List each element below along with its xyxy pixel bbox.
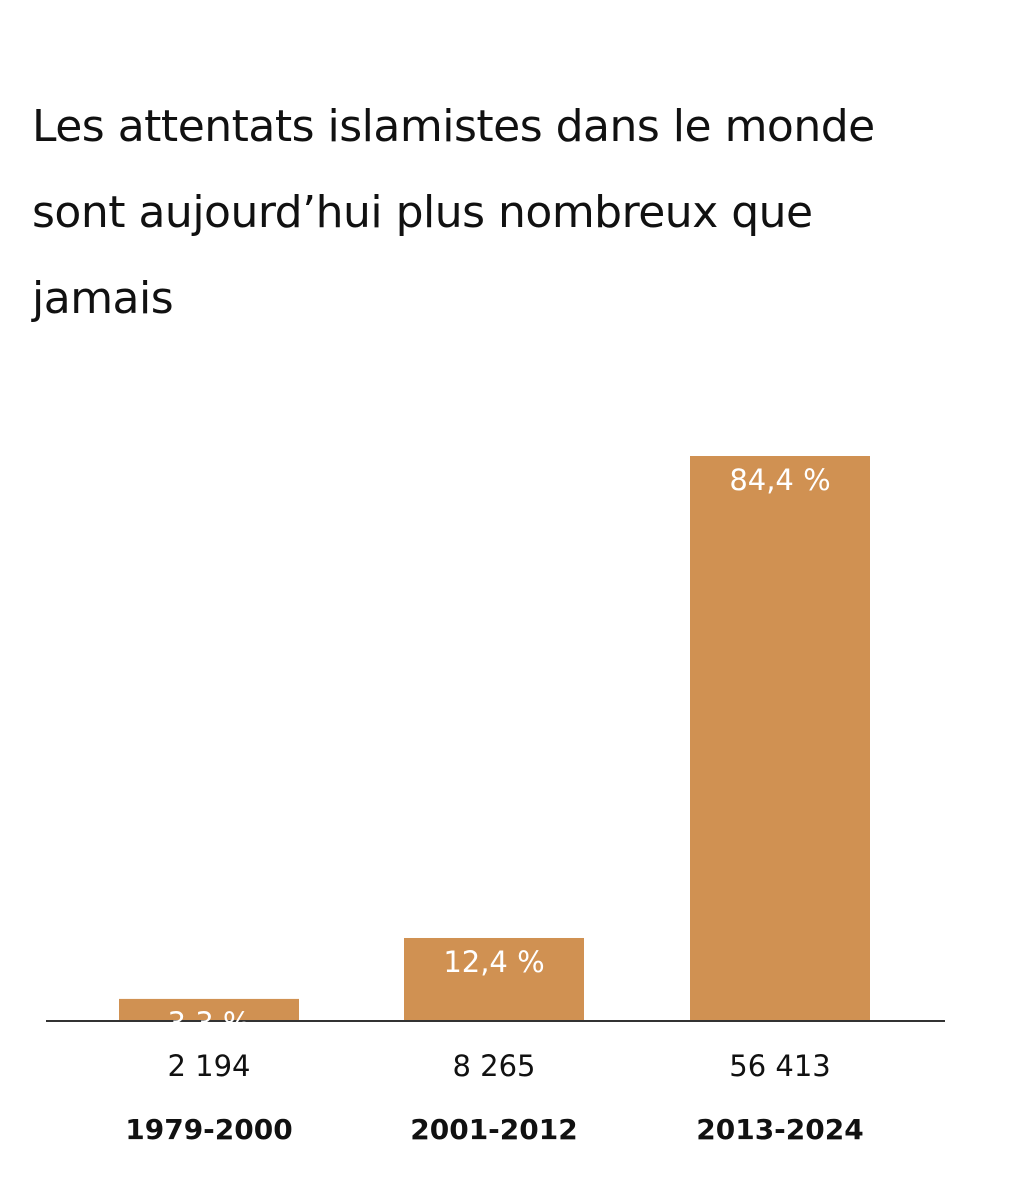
labels-group: 3,3 % 2 194 1979-2000 12,4 % 8 265 2001-2012 8…: [125, 463, 863, 1146]
period-tick-label: 1979-2000: [125, 1113, 292, 1146]
period-tick-label: 2001-2012: [410, 1113, 577, 1146]
count-label: 56 413: [729, 1049, 830, 1083]
bar-value-label: 84,4 %: [729, 463, 830, 497]
bar-2013-2024: [690, 456, 870, 1021]
bar-1979-2000: [119, 998, 299, 1021]
count-label: 8 265: [452, 1049, 535, 1083]
bar-2001-2012: [404, 937, 584, 1021]
period-tick-label: 2013-2024: [696, 1113, 863, 1146]
bar-value-label: 3,3 %: [168, 1006, 251, 1040]
bars-group: [119, 456, 870, 1021]
count-label: 2 194: [167, 1049, 250, 1083]
chart-title: Les attentats islamistes dans le monde s…: [32, 101, 875, 324]
bar-value-label: 12,4 %: [443, 945, 544, 979]
